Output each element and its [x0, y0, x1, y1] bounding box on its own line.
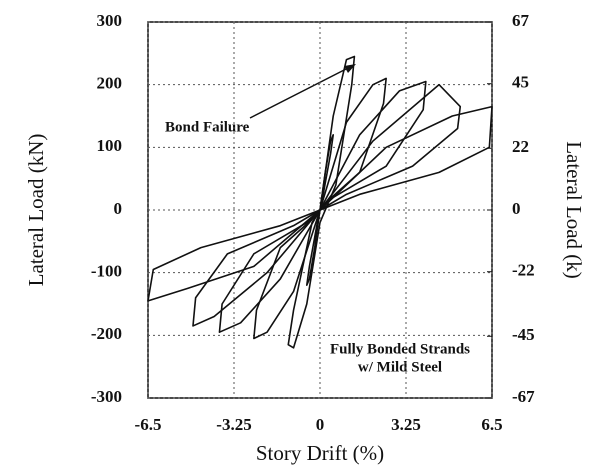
- y-tick-label: -100: [91, 262, 122, 281]
- y-tick-label: 100: [97, 136, 123, 155]
- y-tick-label: 0: [114, 199, 123, 218]
- annotation: Fully Bonded Strands: [330, 341, 470, 357]
- y-tick-label: -300: [91, 387, 122, 406]
- y2-tick-label: -67: [512, 387, 535, 406]
- y2-tick-label: 0: [512, 199, 521, 218]
- x-tick-label: 0: [316, 415, 325, 434]
- y-tick-label: -200: [91, 324, 122, 343]
- annotation: w/ Mild Steel: [358, 359, 442, 375]
- x-tick-label: -3.25: [216, 415, 251, 434]
- y-tick-label: 200: [97, 74, 123, 93]
- y2-tick-label: 22: [512, 137, 529, 156]
- arrow: [249, 65, 353, 119]
- hysteresis-loop: [147, 105, 493, 302]
- x-tick-label: 6.5: [481, 415, 502, 434]
- y2-tick-label: 45: [512, 73, 529, 92]
- y-tick-label: 300: [97, 11, 123, 30]
- y2-tick-label: 67: [512, 11, 530, 30]
- annotation: Bond Failure: [165, 119, 250, 135]
- x-tick-label: -6.5: [135, 415, 162, 434]
- hysteresis-loop: [287, 55, 356, 349]
- x-tick-label: 3.25: [391, 415, 421, 434]
- x-axis-label: Story Drift (%): [256, 441, 384, 465]
- y2-tick-label: -45: [512, 325, 535, 344]
- y-axis-label: Lateral Load (kN): [24, 134, 48, 287]
- y2-tick-label: -22: [512, 261, 535, 280]
- y2-axis-label: Lateral Load (k): [562, 141, 586, 279]
